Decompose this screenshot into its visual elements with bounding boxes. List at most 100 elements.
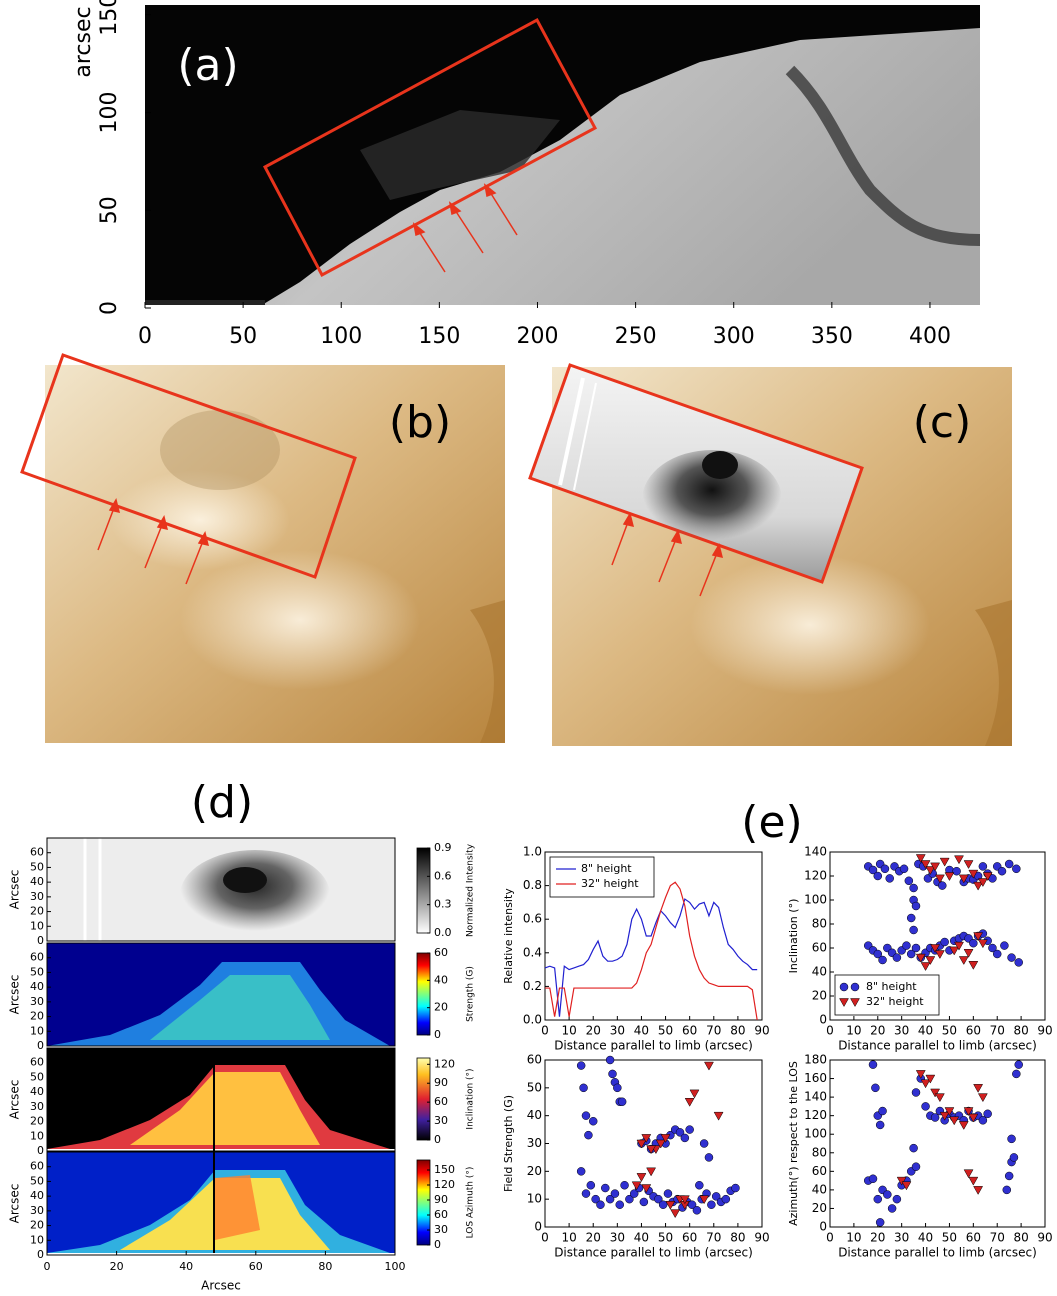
y-axis-label: arcsec	[71, 6, 96, 77]
colorbar	[416, 1057, 431, 1141]
y-tick-label: 10	[30, 1233, 44, 1246]
y-axis-label: Arcsec	[8, 870, 22, 910]
image-b	[20, 353, 505, 743]
circle-point	[909, 883, 918, 893]
triangle-point	[713, 1111, 724, 1121]
x-tick-label: 80	[318, 1260, 332, 1273]
x-axis-label: Arcsec	[201, 1279, 241, 1293]
circle-point	[608, 1069, 617, 1079]
colorbar-label: Inclination (°)	[466, 1068, 476, 1129]
plot-frame	[829, 1059, 1046, 1228]
x-tick-label: 0	[826, 1024, 834, 1038]
circle-point	[938, 881, 947, 890]
circle-point	[639, 1197, 649, 1207]
y-tick-label: 30	[30, 890, 44, 903]
triangle-point	[949, 1116, 960, 1126]
colorbar-tick-label: 60	[434, 946, 448, 959]
y-axis-label: Arcsec	[8, 975, 22, 1015]
x-tick-label: 80	[730, 1024, 745, 1038]
circle-point	[1014, 1060, 1023, 1069]
x-tick-label: 20	[586, 1024, 601, 1038]
y-tick-label: 0	[819, 1013, 827, 1027]
heatmap-frame	[46, 1047, 396, 1152]
image-a	[145, 5, 981, 305]
legend-label: 32" height	[581, 877, 639, 890]
y-tick-label: 100	[804, 893, 827, 907]
colorbar-tick-label: 120	[434, 1178, 455, 1191]
triangle-point	[968, 961, 979, 970]
circle-point	[699, 1139, 709, 1148]
y-tick-label: 40	[30, 980, 44, 993]
circle-point	[868, 1060, 878, 1069]
triangle-point	[934, 1093, 945, 1103]
y-tick-label: 60	[812, 941, 827, 955]
x-tick-label: 0	[541, 1231, 549, 1245]
y-tick-label: 50	[527, 1080, 542, 1094]
triangle-point	[920, 860, 931, 870]
y-tick-label: 0	[819, 1220, 827, 1234]
circle-point	[871, 1083, 880, 1093]
triangle-point	[968, 1176, 979, 1186]
x-tick-label: 40	[918, 1231, 933, 1245]
circle-point	[584, 1130, 593, 1140]
colorbar-tick-label: 90	[434, 1076, 448, 1089]
y-tick-label: 40	[812, 1182, 827, 1196]
triangle-point	[982, 872, 993, 882]
triangle-point	[689, 1089, 700, 1099]
x-tick-label: 20	[870, 1231, 885, 1245]
triangle-point	[925, 1074, 936, 1084]
circle-point	[581, 1111, 591, 1120]
circle-point	[997, 866, 1007, 876]
triangle-point	[896, 1176, 907, 1186]
triangle-point	[930, 862, 941, 872]
x-tick-label: 0	[826, 1231, 834, 1245]
triangle-point	[973, 1084, 984, 1093]
panel-label: (a)	[177, 40, 238, 91]
y-axis-label: Azimuth(°) respect to the LOS	[787, 1061, 800, 1226]
circle-point	[581, 1189, 591, 1198]
circle-point	[731, 1183, 740, 1193]
circle-point	[680, 1133, 690, 1143]
circle-point	[1007, 953, 1016, 962]
circle-point	[873, 871, 883, 881]
circle-point	[625, 1194, 634, 1204]
y-tick-label: 20	[527, 1164, 542, 1178]
triangle-point	[977, 939, 988, 949]
x-tick-label: 200	[516, 324, 558, 349]
triangle-point	[930, 944, 941, 954]
circle-point	[887, 1204, 897, 1213]
circle-point	[983, 1109, 992, 1119]
circle-point	[875, 1218, 885, 1227]
triangle-point	[699, 1195, 710, 1205]
panel-label: (d)	[191, 777, 253, 828]
triangle-point	[930, 1088, 941, 1098]
colorbar-tick-label: 30	[434, 1114, 448, 1127]
panel-label: (b)	[389, 397, 451, 448]
x-tick-label: 90	[754, 1024, 769, 1038]
x-tick-label: 350	[811, 324, 853, 349]
x-tick-label: 50	[942, 1231, 957, 1245]
circle-point	[711, 1192, 721, 1201]
colorbar-tick-label: 0.3	[434, 898, 452, 911]
triangle-point	[915, 854, 926, 864]
circle-point	[591, 1194, 600, 1204]
x-tick-label: 50	[658, 1231, 673, 1245]
colorbar-tick-label: 90	[434, 1193, 448, 1206]
y-tick-label: 50	[30, 1174, 44, 1187]
triangle-point	[631, 1181, 642, 1191]
circle-point	[687, 1200, 697, 1209]
y-tick-label: 40	[30, 1189, 44, 1202]
circle-point	[1012, 864, 1021, 874]
circle-point	[875, 1120, 885, 1130]
y-tick-label: 60	[30, 951, 44, 964]
colorbar-tick-label: 120	[434, 1057, 455, 1070]
circle-point	[579, 1083, 588, 1093]
heatmaps-d	[47, 838, 395, 1253]
panel-label: (e)	[741, 797, 802, 848]
triangle-point	[963, 1107, 974, 1117]
circle-point	[1007, 1134, 1016, 1144]
x-tick-label: 70	[990, 1231, 1005, 1245]
circle-point	[909, 1143, 918, 1153]
y-axis-label: Relative intensity	[502, 888, 515, 984]
